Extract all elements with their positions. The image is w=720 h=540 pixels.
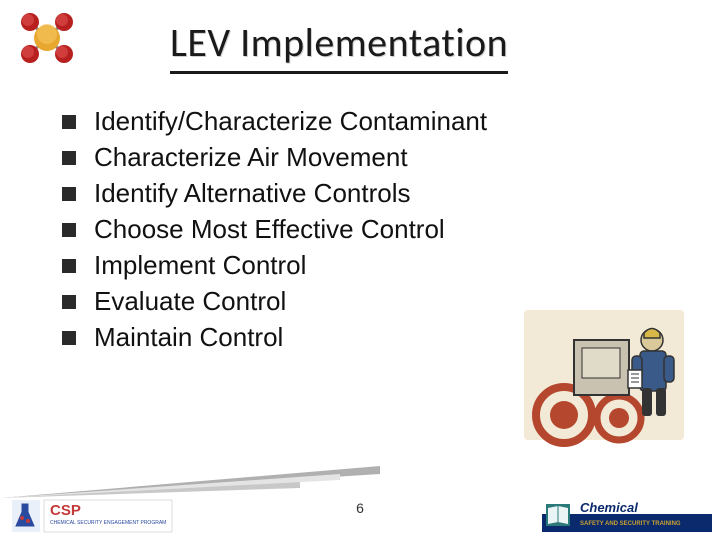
footer-left-logo: CSP CHEMICAL SECURITY ENGAGEMENT PROGRAM (10, 498, 180, 534)
footer-left-top: CSP (50, 502, 81, 519)
list-item: Identify/Characterize Contaminant (62, 106, 622, 137)
bullet-text: Choose Most Effective Control (94, 214, 445, 245)
list-item: Identify Alternative Controls (62, 178, 622, 209)
bullet-square-icon (62, 259, 76, 273)
title-container: LEV Implementation (170, 18, 680, 74)
footer-right-bottom: SAFETY AND SECURITY TRAINING (580, 521, 681, 527)
footer-left-bottom: CHEMICAL SECURITY ENGAGEMENT PROGRAM (50, 520, 166, 526)
page-title: LEV Implementation (170, 18, 508, 74)
bullet-square-icon (62, 151, 76, 165)
bullet-square-icon (62, 115, 76, 129)
bullet-square-icon (62, 331, 76, 345)
bullet-text: Identify/Characterize Contaminant (94, 106, 487, 137)
worker-machinery-clipart (514, 300, 694, 450)
page-number: 6 (356, 500, 364, 516)
bullet-square-icon (62, 187, 76, 201)
molecule-icon (12, 8, 82, 68)
footer-right-top: Chemical (580, 500, 638, 515)
accent-decoration (0, 438, 380, 498)
bullet-text: Maintain Control (94, 322, 283, 353)
list-item: Characterize Air Movement (62, 142, 622, 173)
list-item: Choose Most Effective Control (62, 214, 622, 245)
bullet-text: Evaluate Control (94, 286, 286, 317)
bullet-square-icon (62, 295, 76, 309)
bullet-text: Characterize Air Movement (94, 142, 408, 173)
list-item: Implement Control (62, 250, 622, 281)
bullet-text: Identify Alternative Controls (94, 178, 411, 209)
footer-right-logo: Chemical SAFETY AND SECURITY TRAINING (542, 498, 712, 534)
bullet-square-icon (62, 223, 76, 237)
bullet-text: Implement Control (94, 250, 306, 281)
